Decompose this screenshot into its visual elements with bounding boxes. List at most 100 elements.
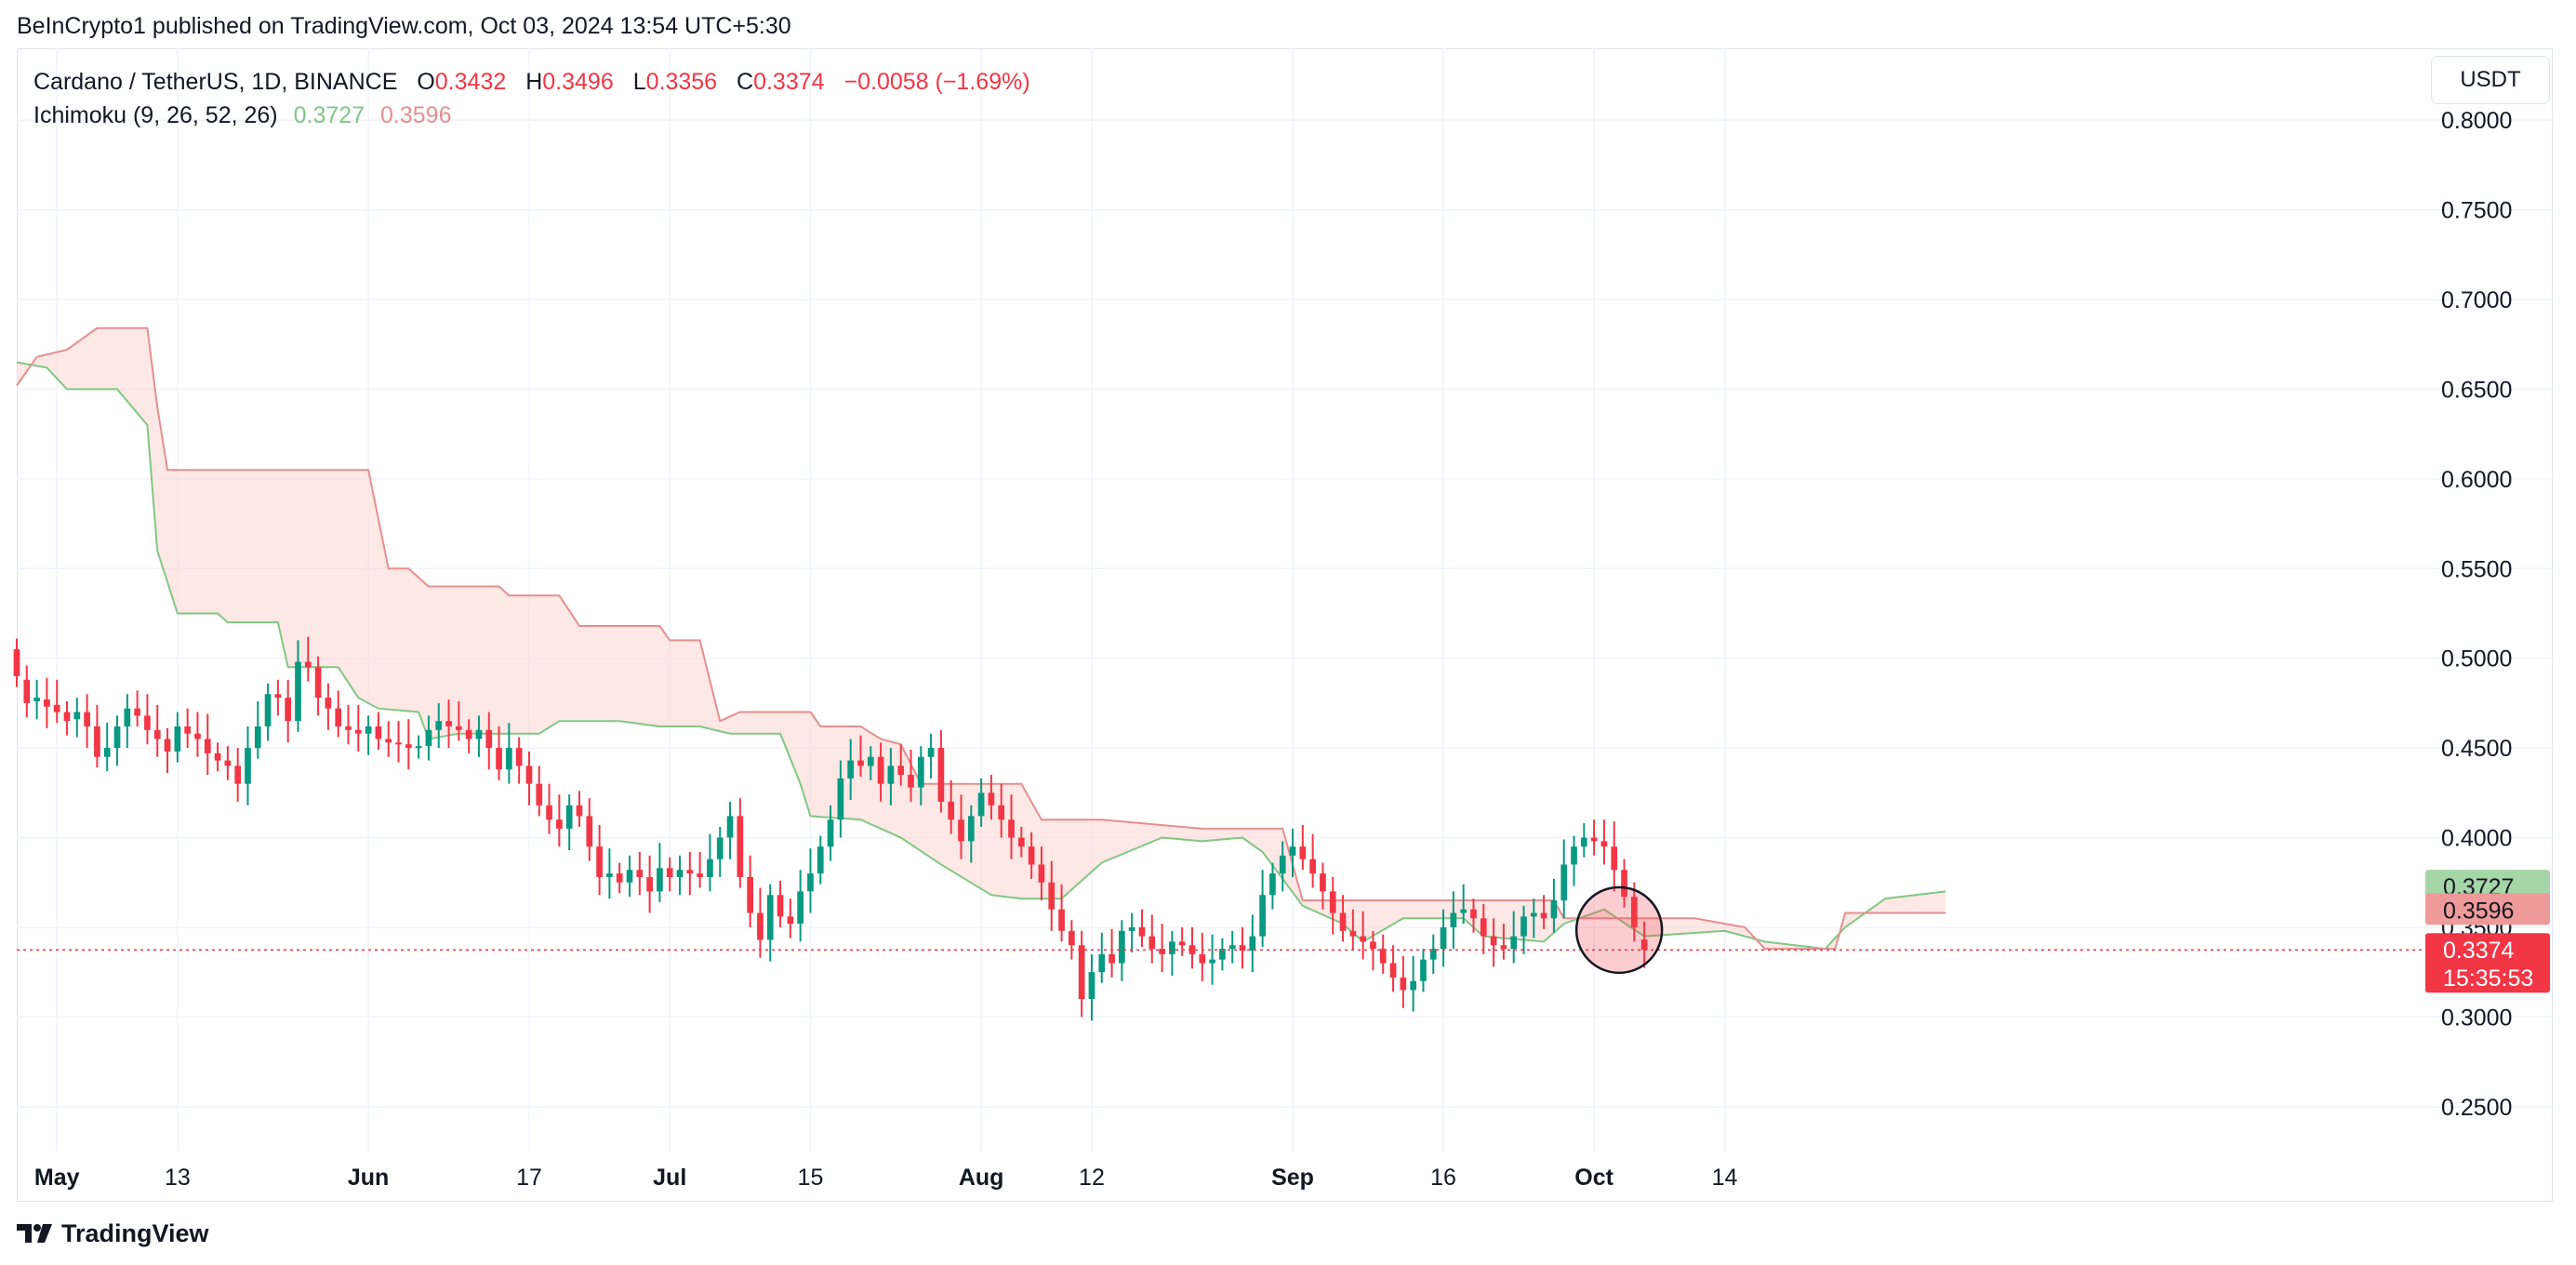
candle-body <box>385 739 392 743</box>
candle <box>455 700 462 741</box>
candle-body <box>1279 855 1286 874</box>
candle <box>867 746 874 780</box>
candle <box>1460 884 1467 925</box>
candle <box>515 737 523 784</box>
candle-body <box>445 721 452 726</box>
candle-body <box>153 729 161 739</box>
candle-body <box>1017 837 1025 847</box>
candle-body <box>124 708 131 726</box>
candle-body <box>1048 882 1056 910</box>
candle <box>998 783 1005 838</box>
currency-button[interactable]: USDT <box>2431 56 2550 104</box>
candle-body <box>716 837 724 859</box>
candle <box>1389 945 1397 992</box>
candle-body <box>1349 930 1357 937</box>
y-tick-label: 0.4000 <box>2441 826 2512 852</box>
candle <box>1379 934 1387 975</box>
candle-body <box>174 726 181 752</box>
candle-body <box>254 726 261 749</box>
candle <box>1520 905 1527 954</box>
candle <box>94 704 100 768</box>
candle-body <box>827 819 834 847</box>
symbol-title[interactable]: Cardano / TetherUS, 1D, BINANCE <box>33 69 398 95</box>
candle-body <box>616 873 623 883</box>
y-tick-label: 0.2500 <box>2441 1095 2512 1121</box>
candle-body <box>1440 926 1447 950</box>
candle-body <box>1119 930 1125 964</box>
candle-body <box>948 801 955 820</box>
candle-body <box>937 748 945 802</box>
candle-body <box>576 805 583 817</box>
candle <box>285 679 292 743</box>
indicator-title[interactable]: Ichimoku (9, 26, 52, 26) <box>33 102 278 128</box>
candle <box>927 733 935 779</box>
candle <box>666 857 673 892</box>
candle-body <box>224 760 232 766</box>
candle-body <box>747 876 753 913</box>
candle-body <box>857 760 864 766</box>
candle <box>354 704 362 752</box>
x-tick-label: 16 <box>1430 1165 1456 1191</box>
candle <box>917 746 924 806</box>
candle-body <box>425 729 432 747</box>
candle-body <box>666 868 673 877</box>
candle-body <box>1088 972 1095 1000</box>
candle <box>1138 909 1146 948</box>
candle <box>1199 932 1206 981</box>
candle-body <box>1410 980 1417 991</box>
candle <box>777 880 784 927</box>
tradingview-logo[interactable]: TradingView <box>17 1217 209 1250</box>
candle-body <box>1571 846 1577 865</box>
ohlc-legend-row: Cardano / TetherUS, 1D, BINANCE O0.3432 … <box>33 65 1030 99</box>
candle-body <box>676 870 684 877</box>
candle <box>536 766 543 817</box>
candle-body <box>697 873 703 877</box>
x-tick-label: Jun <box>348 1165 389 1191</box>
candle-body <box>977 792 985 817</box>
candle-body <box>525 766 533 784</box>
candle <box>1550 878 1558 933</box>
candle <box>686 851 694 896</box>
candle-body <box>797 891 804 925</box>
candle-body <box>967 816 975 842</box>
candle <box>506 723 512 784</box>
candle-body <box>94 726 100 757</box>
candle <box>967 805 975 863</box>
candle <box>1420 949 1427 992</box>
candle <box>1128 912 1135 952</box>
candle-body <box>274 694 282 699</box>
candle-body <box>1540 912 1547 919</box>
close-value: 0.3374 <box>753 69 825 95</box>
candle-body <box>1429 949 1437 960</box>
candle-body <box>304 661 312 668</box>
candlestick-series <box>13 636 1648 1021</box>
candle <box>365 715 372 755</box>
candle <box>33 679 40 720</box>
candle <box>445 699 452 749</box>
candle-body <box>1309 859 1316 874</box>
y-tick-label: 0.6500 <box>2441 377 2512 403</box>
candle-body <box>1500 945 1507 950</box>
candle-body <box>1560 864 1568 901</box>
close-key: C <box>737 69 754 95</box>
candle-body <box>1370 941 1376 950</box>
candle <box>325 683 332 730</box>
candle-body <box>1058 909 1065 931</box>
candle-body <box>737 816 744 877</box>
x-tick-label: 14 <box>1712 1165 1738 1191</box>
candle-body <box>777 895 784 917</box>
candle-body <box>807 873 814 892</box>
candle-body <box>917 756 924 788</box>
candle-body <box>1550 900 1558 919</box>
x-tick-label: 15 <box>798 1165 824 1191</box>
candle-body <box>1520 916 1527 937</box>
candle <box>415 735 422 759</box>
candle <box>1329 876 1336 935</box>
candle-body <box>354 729 362 734</box>
candle-body <box>1360 936 1366 942</box>
candle <box>1038 846 1045 901</box>
candle-body <box>164 739 171 752</box>
candle <box>44 677 50 728</box>
candle <box>877 742 884 802</box>
